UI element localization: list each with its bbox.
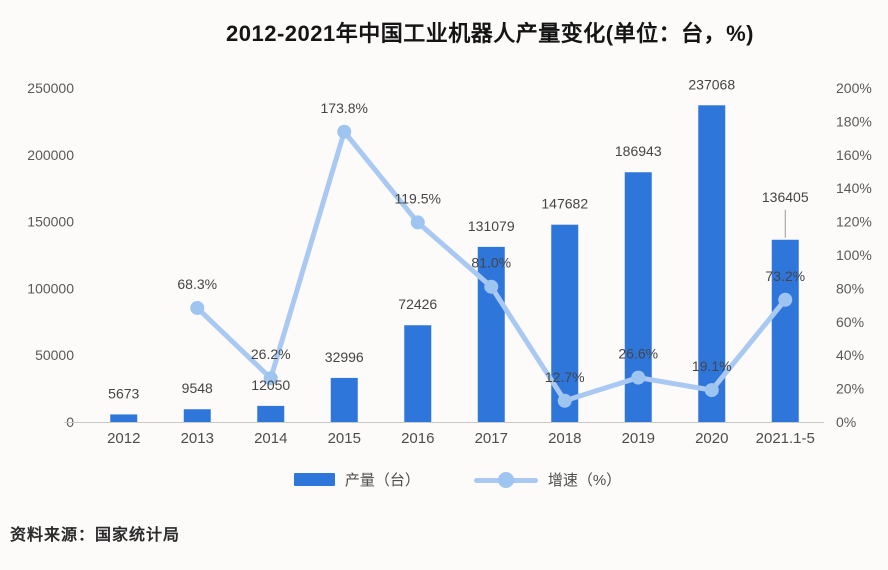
x-tick-label: 2017 bbox=[475, 430, 508, 447]
line-series-swatch-icon bbox=[473, 471, 538, 488]
growth-value-label: 26.2% bbox=[251, 346, 291, 362]
x-tick-label: 2021.1-5 bbox=[756, 430, 815, 447]
chart-legend: 产量（台） 增速（%） bbox=[27, 469, 888, 490]
growth-point-2015 bbox=[337, 124, 352, 139]
right-axis-tick: 200% bbox=[836, 80, 872, 96]
x-tick-label: 2018 bbox=[548, 430, 581, 447]
growth-point-2017 bbox=[484, 279, 499, 294]
x-tick-label: 2013 bbox=[181, 430, 214, 447]
growth-point-2013 bbox=[190, 300, 205, 315]
bar-2017 bbox=[477, 246, 505, 422]
right-axis-tick: 0% bbox=[836, 414, 856, 430]
left-axis-tick: 150000 bbox=[27, 214, 74, 230]
bar-value-label: 5673 bbox=[108, 385, 139, 401]
right-axis-tick: 180% bbox=[836, 113, 872, 129]
growth-value-label: 81.0% bbox=[471, 255, 511, 271]
bar-value-label: 237068 bbox=[688, 76, 735, 92]
x-tick-label: 2015 bbox=[328, 430, 361, 447]
x-tick-label: 2016 bbox=[401, 430, 434, 447]
growth-value-label: 119.5% bbox=[395, 190, 441, 206]
growth-value-label: 68.3% bbox=[177, 276, 217, 292]
x-tick-label: 2014 bbox=[254, 430, 287, 447]
source-note: 资料来源：国家统计局 bbox=[10, 527, 181, 544]
bar-2018 bbox=[551, 224, 579, 422]
growth-value-label: 173.8% bbox=[321, 100, 368, 116]
bar-2021.1-5 bbox=[771, 239, 799, 422]
chart-title: 2012-2021年中国工业机器人产量变化(单位：台，%) bbox=[226, 21, 754, 46]
left-axis-tick: 100000 bbox=[27, 280, 74, 296]
growth-value-label: 12.7% bbox=[545, 369, 585, 385]
bar-2020 bbox=[698, 105, 726, 422]
legend-item-growth: 增速（%） bbox=[473, 469, 622, 490]
right-axis-tick: 140% bbox=[836, 180, 872, 196]
right-axis-tick: 40% bbox=[836, 347, 864, 363]
bar-value-label: 9548 bbox=[182, 380, 213, 396]
left-axis-tick: 250000 bbox=[27, 80, 74, 96]
right-axis-tick: 120% bbox=[836, 214, 872, 230]
bar-value-label: 72426 bbox=[398, 296, 437, 312]
legend-item-production: 产量（台） bbox=[293, 469, 420, 490]
bar-value-label: 32996 bbox=[325, 349, 364, 365]
right-axis-tick: 60% bbox=[836, 314, 864, 330]
legend-line-label: 增速（%） bbox=[547, 472, 622, 489]
right-axis-tick: 80% bbox=[836, 280, 864, 296]
growth-point-2019 bbox=[631, 370, 646, 385]
growth-point-2021.1-5 bbox=[778, 292, 793, 307]
bar-value-label: 186943 bbox=[615, 143, 662, 159]
growth-point-2014 bbox=[263, 371, 278, 386]
x-tick-label: 2012 bbox=[107, 430, 140, 447]
growth-point-2016 bbox=[410, 215, 425, 230]
legend-bar-label: 产量（台） bbox=[344, 472, 420, 489]
bar-2012 bbox=[110, 414, 138, 422]
growth-value-label: 26.6% bbox=[618, 346, 658, 362]
bar-series-swatch-icon bbox=[293, 473, 335, 486]
bar-value-label: 136405 bbox=[762, 189, 809, 205]
bar-2016 bbox=[404, 325, 432, 422]
growth-value-label: 19.1% bbox=[692, 358, 732, 374]
bar-2013 bbox=[183, 409, 211, 422]
growth-point-2018 bbox=[557, 393, 572, 408]
x-tick-label: 2020 bbox=[695, 430, 728, 447]
bar-value-label: 12050 bbox=[251, 377, 290, 393]
right-axis-tick: 100% bbox=[836, 247, 872, 263]
left-axis-tick: 50000 bbox=[35, 347, 74, 363]
bar-value-label: 131079 bbox=[468, 218, 515, 234]
growth-point-2020 bbox=[704, 383, 719, 398]
right-axis-tick: 20% bbox=[836, 381, 864, 397]
left-axis-tick: 200000 bbox=[27, 147, 74, 163]
bar-2015 bbox=[330, 377, 358, 422]
right-axis-tick: 160% bbox=[836, 147, 872, 163]
growth-value-label: 73.2% bbox=[765, 268, 805, 284]
x-tick-label: 2019 bbox=[622, 430, 655, 447]
bar-value-label: 147682 bbox=[541, 196, 588, 212]
bar-2014 bbox=[257, 405, 285, 422]
